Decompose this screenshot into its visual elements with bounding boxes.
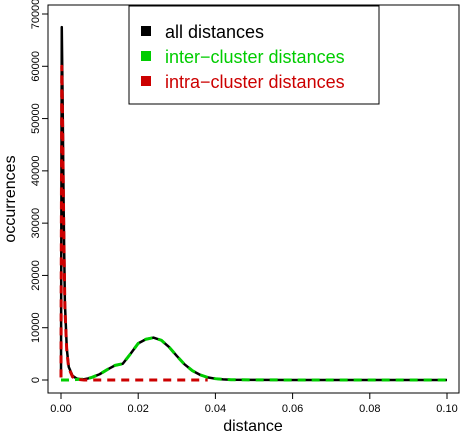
legend-swatch-intra-cluster-distances (141, 76, 151, 86)
y-axis: 0 10000 20000 30000 40000 50000 60000 70000 (30, 0, 48, 383)
legend-box (128, 5, 380, 105)
x-axis: 0.00 0.02 0.04 0.06 0.08 0.10 (50, 393, 458, 415)
y-tick-label: 40000 (30, 156, 42, 187)
legend-label-intra-cluster-distances: intra−cluster distances (165, 72, 345, 92)
legend-label-inter-cluster-distances: inter−cluster distances (165, 47, 345, 67)
x-tick-label: 0.10 (436, 403, 457, 415)
legend-swatch-inter-cluster-distances (141, 51, 151, 61)
y-tick-label: 50000 (30, 103, 42, 134)
y-tick-label: 30000 (30, 208, 42, 239)
series-line-intra-cluster-distances (59, 64, 208, 382)
y-tick-label: 70000 (30, 0, 42, 29)
legend-label-all-distances: all distances (165, 22, 264, 42)
legend: all distances inter−cluster distances intr… (128, 5, 380, 105)
x-tick-label: 0.02 (127, 403, 148, 415)
series-layer (59, 25, 447, 382)
legend-swatch-all-distances (141, 26, 151, 36)
plot-border (47, 4, 460, 394)
y-tick-label: 10000 (30, 312, 42, 343)
y-tick-label: 60000 (30, 51, 42, 82)
series-line-inter-cluster-distances (61, 336, 447, 382)
x-tick-label: 0.06 (282, 403, 303, 415)
x-tick-label: 0.08 (359, 403, 380, 415)
x-axis-label: distance (223, 418, 283, 435)
x-tick-label: 0.04 (205, 403, 226, 415)
y-tick-label: 20000 (30, 260, 42, 291)
y-tick-label: 0 (30, 377, 42, 383)
y-axis-label: occurrences (2, 155, 19, 242)
x-tick-label: 0.00 (50, 403, 71, 415)
